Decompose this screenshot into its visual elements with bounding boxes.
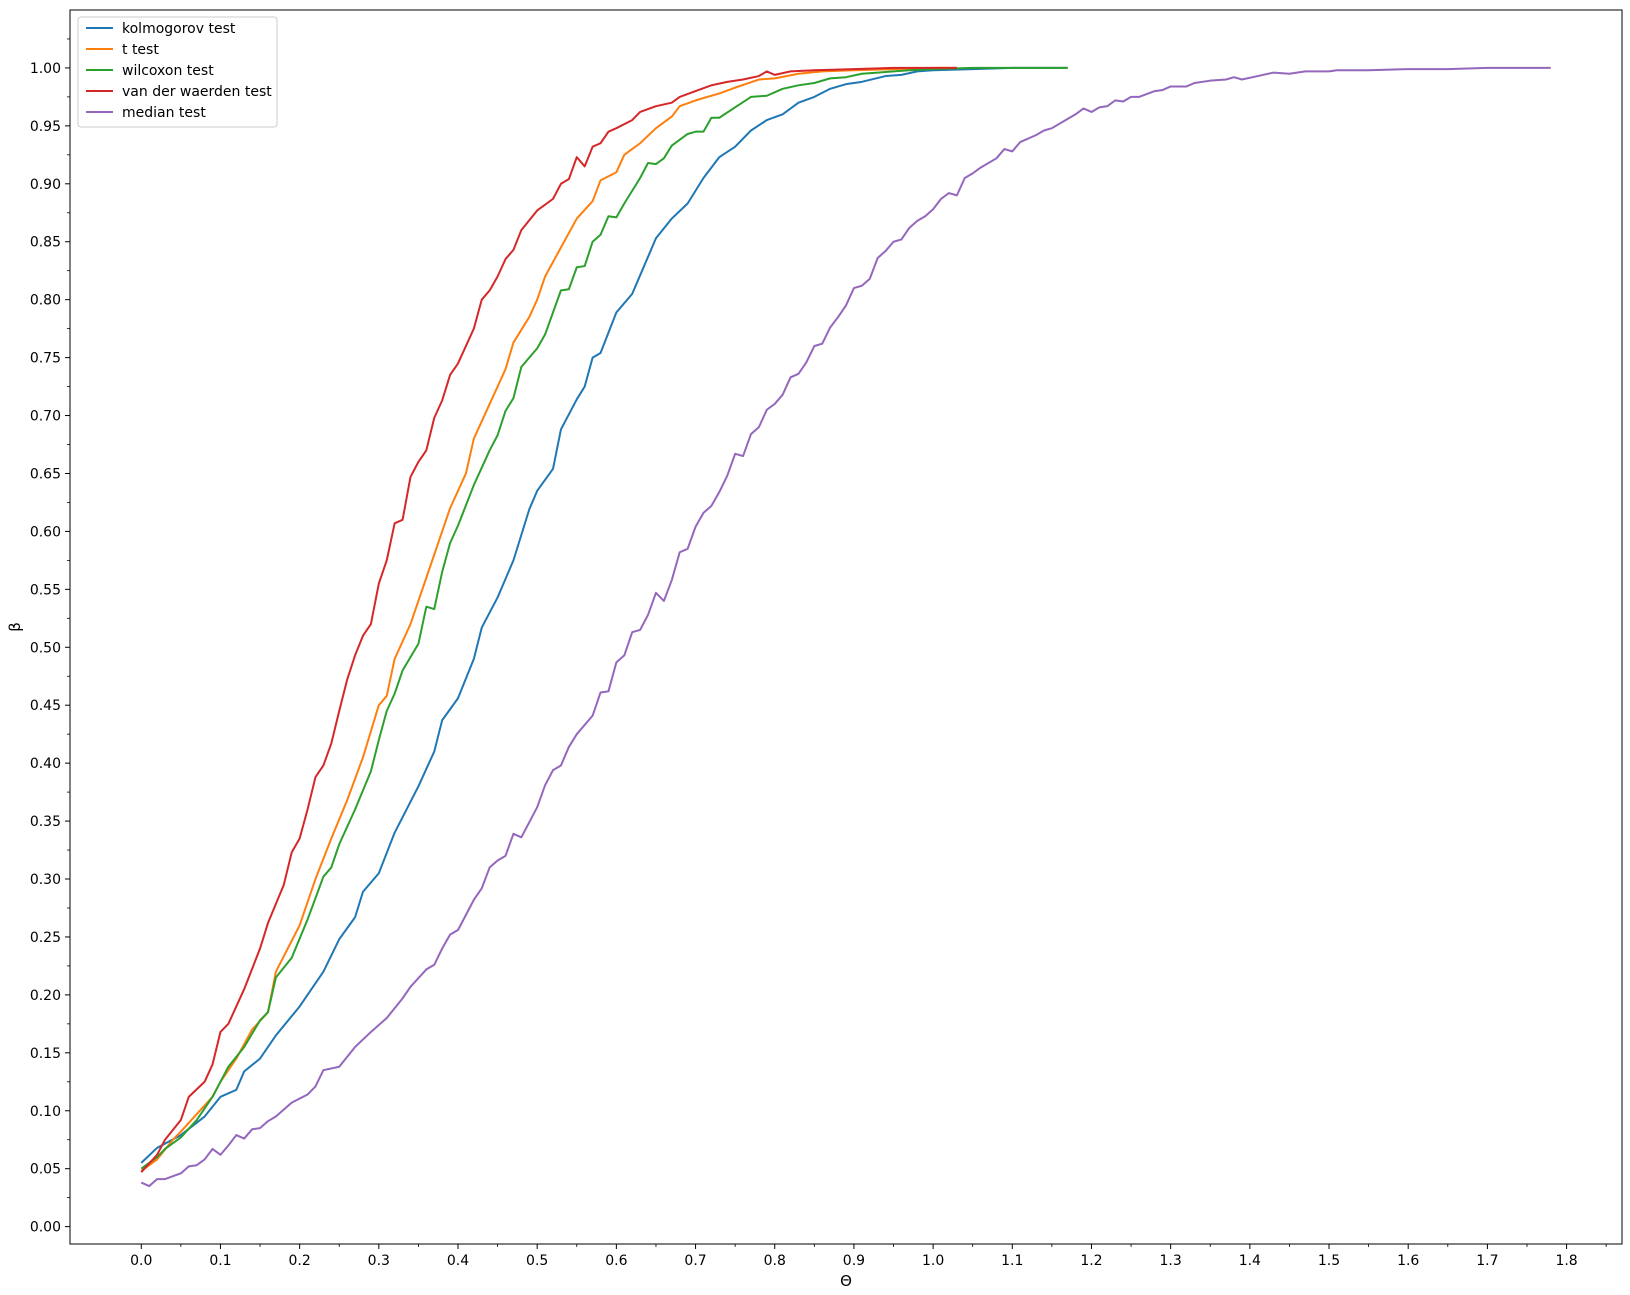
y-tick-label: 0.50 (30, 640, 61, 656)
y-axis: 0.00 0.05 0.10 0.15 0.20 0.25 0.30 0.35 0.40 0.45… (30, 38, 70, 1236)
y-tick-label: 0.40 (30, 756, 61, 772)
x-tick-label: 1.5 (1318, 1253, 1340, 1269)
y-tick-label: 0.85 (30, 235, 61, 251)
x-tick-label: 1.1 (1001, 1253, 1023, 1269)
y-tick-label: 0.65 (30, 466, 61, 482)
series-line-4 (140, 66, 1551, 1188)
y-tick-label: 0.00 (30, 1220, 61, 1236)
x-tick-label: 0.9 (843, 1253, 865, 1269)
series-line-2 (140, 66, 1068, 1170)
y-tick-label: 0.05 (30, 1162, 61, 1178)
y-tick-label: 0.95 (30, 119, 61, 135)
series-line-0 (140, 66, 1068, 1164)
x-axis-label: Θ (840, 1272, 852, 1290)
y-tick-label: 0.10 (30, 1104, 61, 1120)
y-tick-label: 0.45 (30, 698, 61, 714)
x-tick-label: 1.7 (1476, 1253, 1498, 1269)
y-tick-label: 0.60 (30, 524, 61, 540)
y-axis-label: β (6, 622, 24, 632)
series-line-3 (140, 66, 957, 1173)
series-layer (140, 66, 1551, 1188)
x-tick-label: 1.6 (1397, 1253, 1419, 1269)
legend: kolmogorov test t test wilcoxon test van de… (77, 16, 278, 128)
y-tick-label: 0.35 (30, 814, 61, 830)
legend-entry-0: kolmogorov test (122, 21, 236, 37)
y-tick-label: 0.75 (30, 351, 61, 367)
legend-entry-2: wilcoxon test (122, 63, 214, 79)
y-tick-label: 0.70 (30, 409, 61, 425)
x-axis: 0.0 0.1 0.2 0.3 0.4 0.5 0.6 0.7 0.8 0.9 1.0 1.1 1.2 1… (130, 1244, 1607, 1269)
x-tick-label: 0.6 (605, 1253, 627, 1269)
x-tick-label: 0.3 (368, 1253, 390, 1269)
legend-entry-4: median test (122, 105, 206, 121)
y-tick-label: 0.20 (30, 988, 61, 1004)
y-tick-label: 1.00 (30, 61, 61, 77)
x-tick-label: 0.2 (288, 1253, 310, 1269)
x-tick-label: 0.7 (684, 1253, 706, 1269)
y-tick-label: 0.30 (30, 872, 61, 888)
legend-entry-3: van der waerden test (122, 84, 272, 100)
x-tick-label: 1.3 (1160, 1253, 1182, 1269)
y-tick-label: 0.25 (30, 930, 61, 946)
x-tick-label: 0.1 (209, 1253, 231, 1269)
x-tick-label: 0.5 (526, 1253, 548, 1269)
x-tick-label: 1.2 (1080, 1253, 1102, 1269)
legend-box (77, 16, 278, 128)
y-tick-label: 0.55 (30, 582, 61, 598)
x-tick-label: 0.8 (764, 1253, 786, 1269)
plot-frame (69, 9, 1623, 1245)
y-tick-label: 0.80 (30, 293, 61, 309)
x-tick-label: 1.4 (1239, 1253, 1261, 1269)
legend-entry-1: t test (122, 42, 159, 58)
x-tick-label: 1.0 (922, 1253, 944, 1269)
x-tick-label: 0.0 (130, 1253, 152, 1269)
x-tick-label: 0.4 (447, 1253, 469, 1269)
y-tick-label: 0.90 (30, 177, 61, 193)
y-tick-label: 0.15 (30, 1046, 61, 1062)
x-tick-label: 1.8 (1555, 1253, 1577, 1269)
